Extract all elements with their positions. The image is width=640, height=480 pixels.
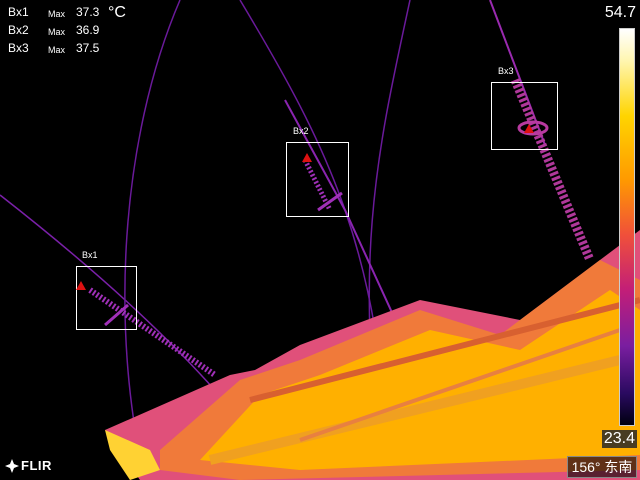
compass-readout: 156° 东南 (567, 456, 637, 478)
tower-beam (249, 297, 640, 403)
box-label: Bx1 (82, 250, 98, 260)
measurement-value: 36.9 (76, 23, 100, 37)
insulator-string (302, 158, 333, 212)
flir-logo-icon (5, 459, 19, 473)
measurement-box[interactable] (76, 266, 137, 330)
brand-name: FLIR (21, 458, 52, 473)
color-scale-bar (619, 28, 635, 426)
hotspot-marker-icon (524, 124, 534, 133)
measurement-box[interactable] (491, 82, 558, 150)
tower-beam (208, 355, 622, 465)
scale-min-value: 23.4 (601, 430, 637, 448)
measurement-value: 37.5 (76, 41, 100, 55)
measurement-value: 37.3 (76, 5, 100, 19)
hotspot-marker-icon (76, 281, 86, 290)
measurement-label: Bx3 (8, 41, 29, 55)
cable (284, 99, 401, 331)
insulator-string (88, 287, 217, 378)
measurement-box[interactable] (286, 142, 349, 217)
measurement-type: Max (48, 27, 66, 37)
clamp (104, 303, 129, 327)
measurement-label: Bx1 (8, 5, 29, 19)
brand-logo: FLIR (5, 458, 52, 473)
tower-beam (299, 328, 621, 442)
insulator-string (510, 78, 595, 262)
hotspot-marker-icon (302, 153, 312, 162)
tower-body (200, 290, 640, 470)
box-label: Bx3 (498, 66, 514, 76)
tower-body (105, 430, 160, 480)
clamp (317, 191, 343, 212)
measurement-label: Bx2 (8, 23, 29, 37)
measurement-type: Max (48, 9, 66, 19)
temperature-unit: °C (108, 4, 126, 21)
cable (124, 0, 181, 480)
measurement-type: Max (48, 45, 66, 55)
scale-max-value: 54.7 (604, 4, 636, 21)
clamp (517, 120, 549, 136)
box-label: Bx2 (293, 126, 309, 136)
